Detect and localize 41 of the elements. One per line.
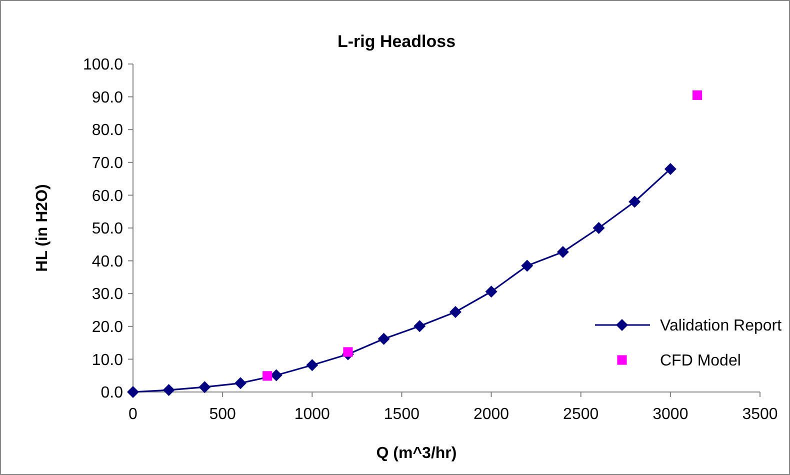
point — [234, 377, 246, 390]
legend-label: CFD Model — [660, 352, 741, 370]
x-axis-title: Q (m^3/hr) — [376, 445, 457, 462]
x-tick-label: 1500 — [384, 406, 420, 423]
point — [343, 347, 353, 357]
point — [262, 371, 272, 381]
x-tick-label: 3000 — [652, 406, 688, 423]
y-tick-label: 70.0 — [92, 155, 124, 172]
x-tick-label: 1000 — [294, 406, 330, 423]
y-axis-title: HL (in H2O) — [34, 184, 51, 272]
point — [449, 306, 462, 318]
point — [198, 381, 211, 394]
legend-label: Validation Report — [660, 318, 782, 335]
point — [556, 246, 569, 258]
y-tick-label: 50.0 — [92, 220, 124, 238]
point — [592, 222, 605, 234]
point — [692, 90, 702, 100]
point — [306, 359, 318, 372]
y-tick-label: 40.0 — [92, 253, 124, 270]
y-tick-label: 80.0 — [92, 122, 124, 140]
point — [378, 332, 390, 345]
y-tick-label: 60.0 — [92, 188, 124, 205]
y-tick-label: 10.0 — [92, 352, 124, 369]
y-tick-label: 100.0 — [82, 56, 124, 74]
point — [414, 320, 426, 332]
point — [162, 384, 175, 396]
y-tick-label: 90.0 — [92, 89, 124, 106]
point — [127, 386, 139, 398]
point — [628, 196, 641, 208]
x-tick-label: 0 — [128, 406, 138, 423]
x-tick-label: 2500 — [563, 406, 599, 423]
y-tick-label: 0.0 — [100, 384, 124, 402]
x-tick-label: 500 — [209, 406, 236, 423]
x-tick-label: 3500 — [742, 406, 778, 423]
point — [521, 260, 534, 272]
x-tick-label: 2000 — [473, 406, 510, 423]
point — [485, 286, 498, 298]
y-tick-label: 30.0 — [92, 286, 124, 304]
y-tick-label: 20.0 — [92, 319, 124, 336]
point — [664, 162, 676, 175]
chart-title: L-rig Headloss — [337, 32, 456, 51]
